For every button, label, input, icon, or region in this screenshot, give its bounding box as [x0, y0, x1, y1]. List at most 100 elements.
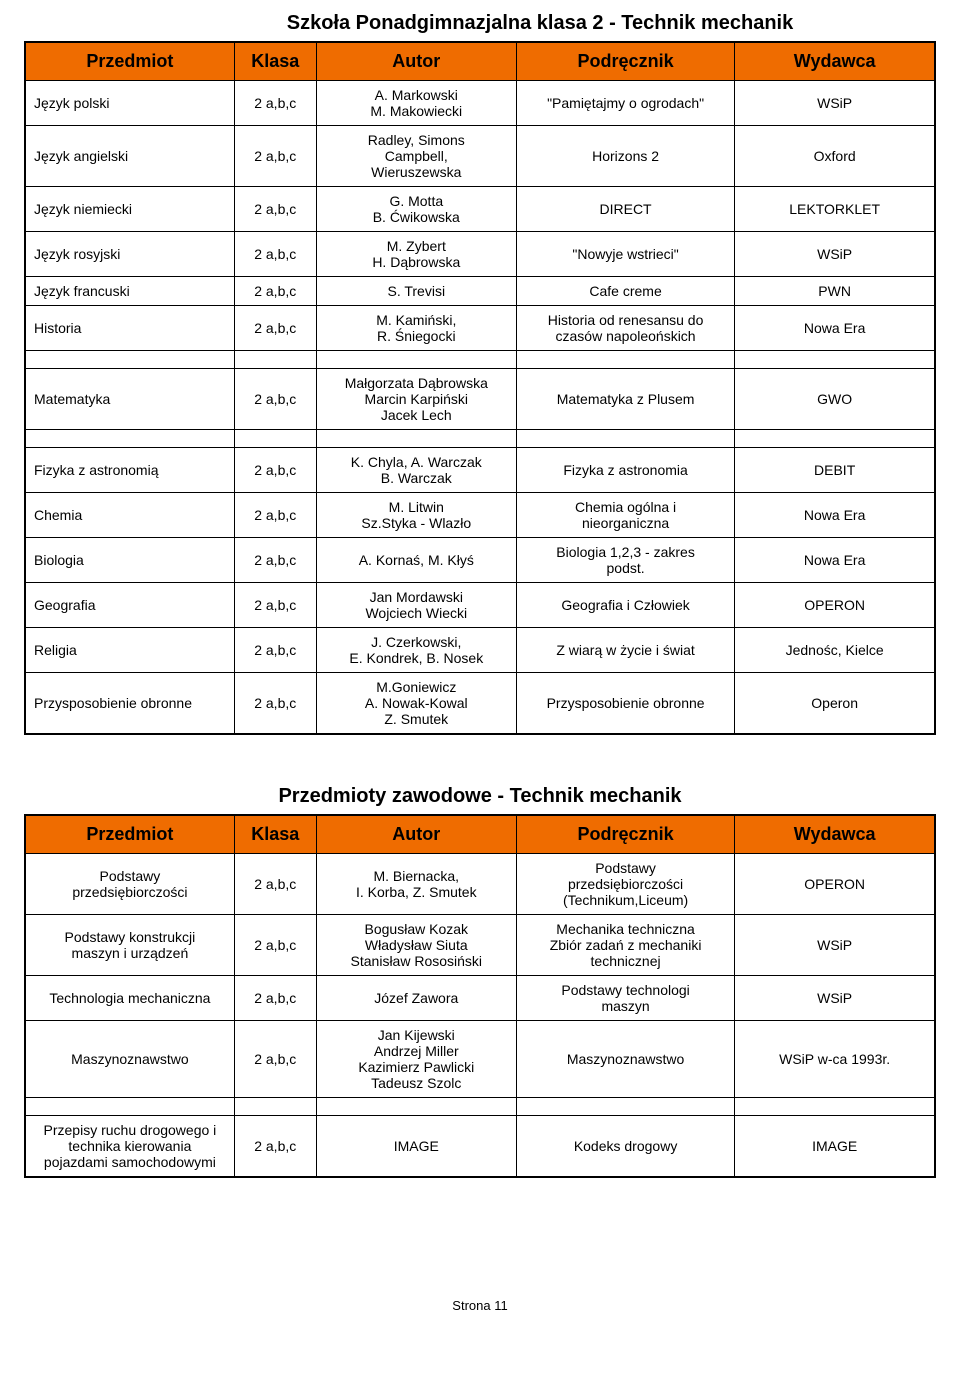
table-row: Podstawyprzedsiębiorczości2 a,b,cM. Bier…	[25, 854, 935, 915]
cell-class: 2 a,b,c	[234, 448, 316, 493]
cell-subject: Język polski	[25, 81, 234, 126]
cell-author: M. Biernacka,I. Korba, Z. Smutek	[316, 854, 516, 915]
table-row: Przysposobienie obronne2 a,b,cM.Goniewic…	[25, 673, 935, 735]
cell-subject: Fizyka z astronomią	[25, 448, 234, 493]
spacer-cell	[735, 430, 935, 448]
cell-book: Podstawy technologimaszyn	[516, 976, 734, 1021]
cell-subject: Podstawyprzedsiębiorczości	[25, 854, 234, 915]
spacer-cell	[25, 351, 234, 369]
cell-subject: Chemia	[25, 493, 234, 538]
cell-book: "Pamiętajmy o ogrodach"	[516, 81, 734, 126]
cell-author: A. MarkowskiM. Makowiecki	[316, 81, 516, 126]
spacer-cell	[234, 430, 316, 448]
spacer-cell	[25, 1098, 234, 1116]
cell-publisher: WSiP w-ca 1993r.	[735, 1021, 935, 1098]
table-row: Biologia2 a,b,cA. Kornaś, M. KłyśBiologi…	[25, 538, 935, 583]
cell-class: 2 a,b,c	[234, 369, 316, 430]
cell-publisher: Oxford	[735, 126, 935, 187]
spacer-cell	[316, 351, 516, 369]
table-header-row: Przedmiot Klasa Autor Podręcznik Wydawca	[25, 815, 935, 854]
cell-book: Horizons 2	[516, 126, 734, 187]
cell-author: K. Chyla, A. WarczakB. Warczak	[316, 448, 516, 493]
cell-subject: Historia	[25, 306, 234, 351]
cell-subject: Język niemiecki	[25, 187, 234, 232]
cell-book: Podstawyprzedsiębiorczości(Technikum,Lic…	[516, 854, 734, 915]
cell-publisher: IMAGE	[735, 1116, 935, 1178]
table-row: Technologia mechaniczna2 a,b,cJózef Zawo…	[25, 976, 935, 1021]
spacer-cell	[316, 430, 516, 448]
spacer-cell	[234, 1098, 316, 1116]
page-footer: Strona 11	[24, 1298, 936, 1313]
cell-book: Biologia 1,2,3 - zakrespodst.	[516, 538, 734, 583]
header-book: Podręcznik	[516, 42, 734, 81]
cell-publisher: WSiP	[735, 232, 935, 277]
cell-author: Radley, SimonsCampbell,Wieruszewska	[316, 126, 516, 187]
cell-book: Cafe creme	[516, 277, 734, 306]
cell-publisher: Nowa Era	[735, 538, 935, 583]
spacer-cell	[516, 351, 734, 369]
cell-class: 2 a,b,c	[234, 538, 316, 583]
header-book: Podręcznik	[516, 815, 734, 854]
cell-subject: Język angielski	[25, 126, 234, 187]
cell-class: 2 a,b,c	[234, 976, 316, 1021]
cell-subject: Język francuski	[25, 277, 234, 306]
cell-book: Fizyka z astronomia	[516, 448, 734, 493]
cell-publisher: Nowa Era	[735, 493, 935, 538]
table-row: Religia2 a,b,cJ. Czerkowski,E. Kondrek, …	[25, 628, 935, 673]
main-title: Szkoła Ponadgimnazjalna klasa 2 - Techni…	[144, 12, 936, 35]
cell-book: Przysposobienie obronne	[516, 673, 734, 735]
cell-author: Bogusław KozakWładysław SiutaStanisław R…	[316, 915, 516, 976]
cell-class: 2 a,b,c	[234, 306, 316, 351]
spacer-cell	[735, 1098, 935, 1116]
cell-subject: Podstawy konstrukcjimaszyn i urządzeń	[25, 915, 234, 976]
header-subject: Przedmiot	[25, 815, 234, 854]
cell-subject: Przysposobienie obronne	[25, 673, 234, 735]
cell-publisher: WSiP	[735, 81, 935, 126]
cell-book: Maszynoznawstwo	[516, 1021, 734, 1098]
cell-publisher: PWN	[735, 277, 935, 306]
cell-author: S. Trevisi	[316, 277, 516, 306]
cell-book: Z wiarą w życie i świat	[516, 628, 734, 673]
header-author: Autor	[316, 815, 516, 854]
cell-publisher: LEKTORKLET	[735, 187, 935, 232]
cell-subject: Religia	[25, 628, 234, 673]
cell-book: Kodeks drogowy	[516, 1116, 734, 1178]
cell-publisher: Nowa Era	[735, 306, 935, 351]
cell-book: Matematyka z Plusem	[516, 369, 734, 430]
header-class: Klasa	[234, 42, 316, 81]
spacer-cell	[516, 1098, 734, 1116]
cell-subject: Geografia	[25, 583, 234, 628]
cell-publisher: WSiP	[735, 976, 935, 1021]
cell-class: 2 a,b,c	[234, 81, 316, 126]
cell-publisher: Jednośc, Kielce	[735, 628, 935, 673]
cell-subject: Biologia	[25, 538, 234, 583]
spacer-cell	[234, 351, 316, 369]
cell-subject: Matematyka	[25, 369, 234, 430]
table-row: Matematyka2 a,b,cMałgorzata DąbrowskaMar…	[25, 369, 935, 430]
spacer-cell	[735, 351, 935, 369]
spacer-cell	[316, 1098, 516, 1116]
cell-publisher: OPERON	[735, 854, 935, 915]
cell-book: Chemia ogólna inieorganiczna	[516, 493, 734, 538]
table-row: Język polski2 a,b,cA. MarkowskiM. Makowi…	[25, 81, 935, 126]
cell-author: M. ZybertH. Dąbrowska	[316, 232, 516, 277]
cell-class: 2 a,b,c	[234, 232, 316, 277]
table-row: Fizyka z astronomią2 a,b,cK. Chyla, A. W…	[25, 448, 935, 493]
table-row: Język rosyjski2 a,b,cM. ZybertH. Dąbrows…	[25, 232, 935, 277]
cell-author: Małgorzata DąbrowskaMarcin KarpińskiJace…	[316, 369, 516, 430]
cell-publisher: OPERON	[735, 583, 935, 628]
cell-book: "Nowyje wstrieci"	[516, 232, 734, 277]
header-publisher: Wydawca	[735, 42, 935, 81]
cell-book: Historia od renesansu doczasów napoleońs…	[516, 306, 734, 351]
sub-title: Przedmioty zawodowe - Technik mechanik	[24, 785, 936, 808]
spacer-cell	[516, 430, 734, 448]
cell-author: M.GoniewiczA. Nowak-KowalZ. Smutek	[316, 673, 516, 735]
header-author: Autor	[316, 42, 516, 81]
header-publisher: Wydawca	[735, 815, 935, 854]
cell-class: 2 a,b,c	[234, 628, 316, 673]
table-row	[25, 1098, 935, 1116]
cell-class: 2 a,b,c	[234, 126, 316, 187]
cell-author: G. MottaB. Ćwikowska	[316, 187, 516, 232]
table-row: Język niemiecki2 a,b,cG. MottaB. Ćwikows…	[25, 187, 935, 232]
cell-class: 2 a,b,c	[234, 673, 316, 735]
